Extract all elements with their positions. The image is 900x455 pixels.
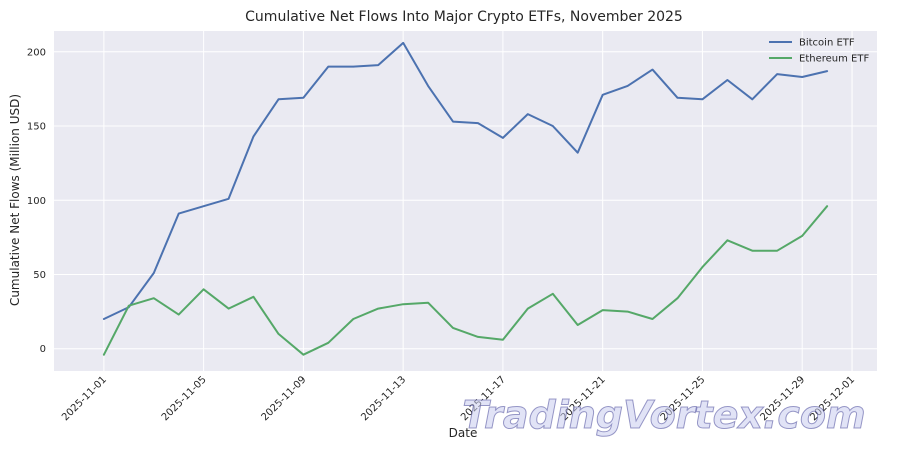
data-point-ethereum-etf [502,339,504,341]
data-point-ethereum-etf [252,296,254,298]
data-point-ethereum-etf [801,235,803,237]
data-point-bitcoin-etf [202,205,204,207]
data-point-bitcoin-etf [327,65,329,67]
data-point-ethereum-etf [477,336,479,338]
y-tick-label: 0 [40,344,46,355]
legend-label-bitcoin: Bitcoin ETF [799,38,855,49]
y-tick-label: 150 [27,122,46,133]
data-point-bitcoin-etf [527,113,529,115]
data-point-bitcoin-etf [178,212,180,214]
y-tick-label: 50 [33,270,46,281]
data-point-ethereum-etf [751,250,753,252]
data-point-ethereum-etf [602,309,604,311]
data-point-ethereum-etf [826,205,828,207]
data-point-bitcoin-etf [227,198,229,200]
legend-label-ethereum: Ethereum ETF [799,54,869,65]
watermark: TradingVortex.com [462,393,865,437]
data-point-bitcoin-etf [352,65,354,67]
data-point-ethereum-etf [402,303,404,305]
data-point-ethereum-etf [202,288,204,290]
y-axis-label: Cumulative Net Flows (Million USD) [8,94,22,306]
data-point-bitcoin-etf [676,97,678,99]
series-line-ethereum-etf [102,205,829,356]
data-point-bitcoin-etf [651,68,653,70]
data-point-ethereum-etf [701,266,703,268]
data-point-bitcoin-etf [103,318,105,320]
data-point-bitcoin-etf [826,70,828,72]
plot-area [54,31,877,371]
data-point-bitcoin-etf [801,76,803,78]
data-point-ethereum-etf [128,305,130,307]
data-point-bitcoin-etf [153,272,155,274]
data-point-ethereum-etf [726,239,728,241]
data-point-ethereum-etf [552,293,554,295]
data-point-bitcoin-etf [502,137,504,139]
data-point-bitcoin-etf [726,79,728,81]
data-point-bitcoin-etf [377,64,379,66]
data-point-bitcoin-etf [751,98,753,100]
data-point-bitcoin-etf [302,97,304,99]
data-point-ethereum-etf [626,310,628,312]
data-point-ethereum-etf [377,307,379,309]
data-point-ethereum-etf [227,307,229,309]
data-point-bitcoin-etf [577,152,579,154]
gridlines [54,31,877,371]
data-point-bitcoin-etf [277,98,279,100]
data-point-bitcoin-etf [701,98,703,100]
data-point-ethereum-etf [302,354,304,356]
data-point-ethereum-etf [352,318,354,320]
data-point-ethereum-etf [327,342,329,344]
y-tick-label: 100 [27,196,46,207]
data-point-bitcoin-etf [452,120,454,122]
data-point-ethereum-etf [676,297,678,299]
data-point-ethereum-etf [153,297,155,299]
data-point-bitcoin-etf [626,85,628,87]
data-point-ethereum-etf [452,327,454,329]
data-point-ethereum-etf [776,250,778,252]
data-point-bitcoin-etf [602,94,604,96]
data-point-ethereum-etf [577,324,579,326]
data-point-ethereum-etf [277,333,279,335]
data-point-ethereum-etf [651,318,653,320]
data-point-ethereum-etf [103,354,105,356]
legend: Bitcoin ETF Ethereum ETF [769,38,869,65]
chart-title: Cumulative Net Flows Into Major Crypto E… [245,9,683,25]
series-layer [102,41,829,356]
data-point-bitcoin-etf [252,135,254,137]
data-point-ethereum-etf [527,307,529,309]
series-line-bitcoin-etf [102,41,829,320]
data-point-bitcoin-etf [402,42,404,44]
data-point-bitcoin-etf [477,122,479,124]
data-point-bitcoin-etf [552,125,554,127]
y-tick-label: 200 [27,47,46,58]
x-axis-label: Date [449,426,478,440]
data-point-ethereum-etf [427,302,429,304]
data-point-ethereum-etf [178,313,180,315]
data-point-bitcoin-etf [776,73,778,75]
data-point-bitcoin-etf [427,85,429,87]
